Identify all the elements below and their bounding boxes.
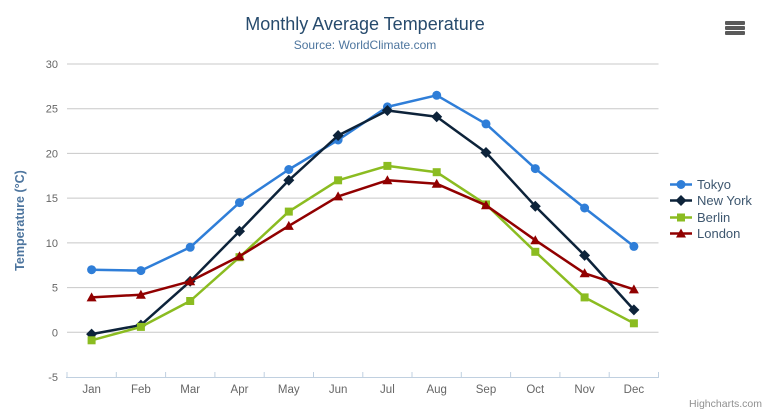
x-axis-tick-label: Nov: [574, 384, 595, 396]
series-london: [86, 175, 639, 302]
data-point-marker[interactable]: [135, 289, 146, 299]
data-point-marker[interactable]: [185, 242, 195, 252]
chart-title: Monthly Average Temperature: [245, 14, 485, 34]
legend-item-label: Berlin: [697, 209, 731, 225]
data-point-marker[interactable]: [628, 304, 640, 316]
x-axis-tick-label: Sep: [476, 384, 496, 396]
x-axis-tick-label: Jan: [82, 384, 101, 396]
diamond-marker-icon: [670, 195, 692, 207]
data-point-marker[interactable]: [86, 292, 97, 302]
data-point-marker[interactable]: [580, 203, 590, 213]
data-point-marker[interactable]: [579, 268, 590, 278]
data-point-marker[interactable]: [284, 207, 293, 216]
data-point-marker[interactable]: [234, 251, 245, 261]
data-point-marker[interactable]: [431, 178, 442, 188]
x-axis-tick-label: May: [278, 384, 300, 396]
chart-subtitle: Source: WorldClimate.com: [293, 38, 437, 52]
export-menu-button[interactable]: [725, 19, 749, 37]
data-point-marker[interactable]: [629, 319, 638, 328]
series-new-york: [86, 105, 640, 340]
data-point-marker[interactable]: [235, 198, 244, 208]
data-point-marker[interactable]: [432, 168, 441, 177]
legend-marker: [677, 213, 685, 222]
data-point-marker[interactable]: [628, 284, 639, 294]
data-point-marker[interactable]: [480, 147, 492, 158]
legend-marker: [676, 180, 686, 189]
x-axis-tick-label: Jul: [380, 384, 395, 396]
data-point-marker[interactable]: [87, 336, 96, 345]
data-point-marker[interactable]: [382, 175, 393, 185]
data-point-marker[interactable]: [136, 322, 145, 331]
triangle-marker-icon: [670, 228, 692, 238]
data-point-marker[interactable]: [283, 220, 294, 230]
x-axis-tick-label: Apr: [231, 384, 249, 396]
data-point-marker[interactable]: [530, 164, 540, 174]
series-line: [90, 179, 636, 299]
hamburger-bar: [725, 21, 745, 25]
hamburger-menu-icon: [725, 21, 749, 35]
series-line: [90, 164, 636, 342]
x-axis-tick-label: Dec: [624, 384, 645, 396]
x-axis-tick-label: Jun: [329, 384, 348, 396]
y-axis-tick-label: 25: [46, 104, 58, 116]
data-point-marker[interactable]: [629, 241, 639, 251]
series-tokyo: [87, 90, 639, 276]
data-point-marker[interactable]: [333, 191, 344, 201]
data-point-marker[interactable]: [87, 265, 97, 275]
data-point-marker[interactable]: [381, 105, 393, 116]
series-line: [90, 94, 636, 272]
series-berlin: [87, 161, 638, 345]
data-point-marker[interactable]: [332, 130, 344, 141]
data-point-marker[interactable]: [530, 235, 541, 245]
data-point-marker[interactable]: [284, 165, 294, 174]
data-point-marker[interactable]: [185, 276, 196, 286]
y-axis-tick-label: 0: [52, 327, 58, 339]
x-axis-tick-label: Feb: [131, 384, 151, 396]
data-point-marker[interactable]: [383, 161, 392, 170]
legend-marker: [675, 195, 687, 207]
legend-item-london[interactable]: London: [669, 227, 752, 240]
data-point-marker[interactable]: [334, 176, 343, 185]
legend-item-label: London: [697, 225, 741, 241]
data-point-marker[interactable]: [431, 111, 443, 123]
data-point-marker[interactable]: [531, 247, 540, 256]
x-axis-tick-label: Mar: [180, 384, 200, 396]
data-point-marker[interactable]: [579, 249, 591, 261]
data-point-marker[interactable]: [234, 225, 245, 237]
x-axis-tick-label: Oct: [526, 384, 545, 396]
y-axis-tick-label: 10: [46, 238, 58, 250]
data-point-marker[interactable]: [580, 293, 589, 302]
data-point-marker[interactable]: [529, 200, 541, 212]
y-axis-tick-label: 30: [46, 59, 58, 71]
legend-item-tokyo[interactable]: Tokyo: [669, 178, 752, 191]
hamburger-bar: [725, 26, 745, 30]
legend-item-label: Tokyo: [697, 177, 731, 192]
circle-marker-icon: [670, 180, 692, 189]
credits-link[interactable]: Highcharts.com: [689, 398, 762, 410]
data-point-marker[interactable]: [481, 119, 491, 129]
legend-marker: [676, 228, 686, 238]
data-point-marker[interactable]: [136, 266, 146, 276]
square-marker-icon: [670, 213, 692, 222]
data-point-marker[interactable]: [283, 174, 295, 186]
data-point-marker[interactable]: [432, 90, 442, 100]
y-axis-tick-label: 15: [46, 193, 58, 205]
legend-item-label: New York: [697, 193, 752, 209]
y-axis-tick-label: 20: [46, 148, 58, 160]
y-axis-title: Temperature (°C): [13, 170, 27, 271]
y-axis-tick-label: 5: [52, 283, 58, 295]
legend: Tokyo New York Berlin London: [669, 178, 752, 240]
hamburger-bar: [725, 31, 745, 35]
legend-item-new-york[interactable]: New York: [669, 194, 752, 207]
data-point-marker[interactable]: [481, 200, 491, 210]
y-axis-tick-label: -5: [48, 372, 58, 384]
series-line: [90, 109, 636, 336]
legend-item-berlin[interactable]: Berlin: [669, 211, 752, 224]
x-axis-tick-label: Aug: [426, 384, 446, 396]
data-point-marker[interactable]: [186, 297, 195, 305]
